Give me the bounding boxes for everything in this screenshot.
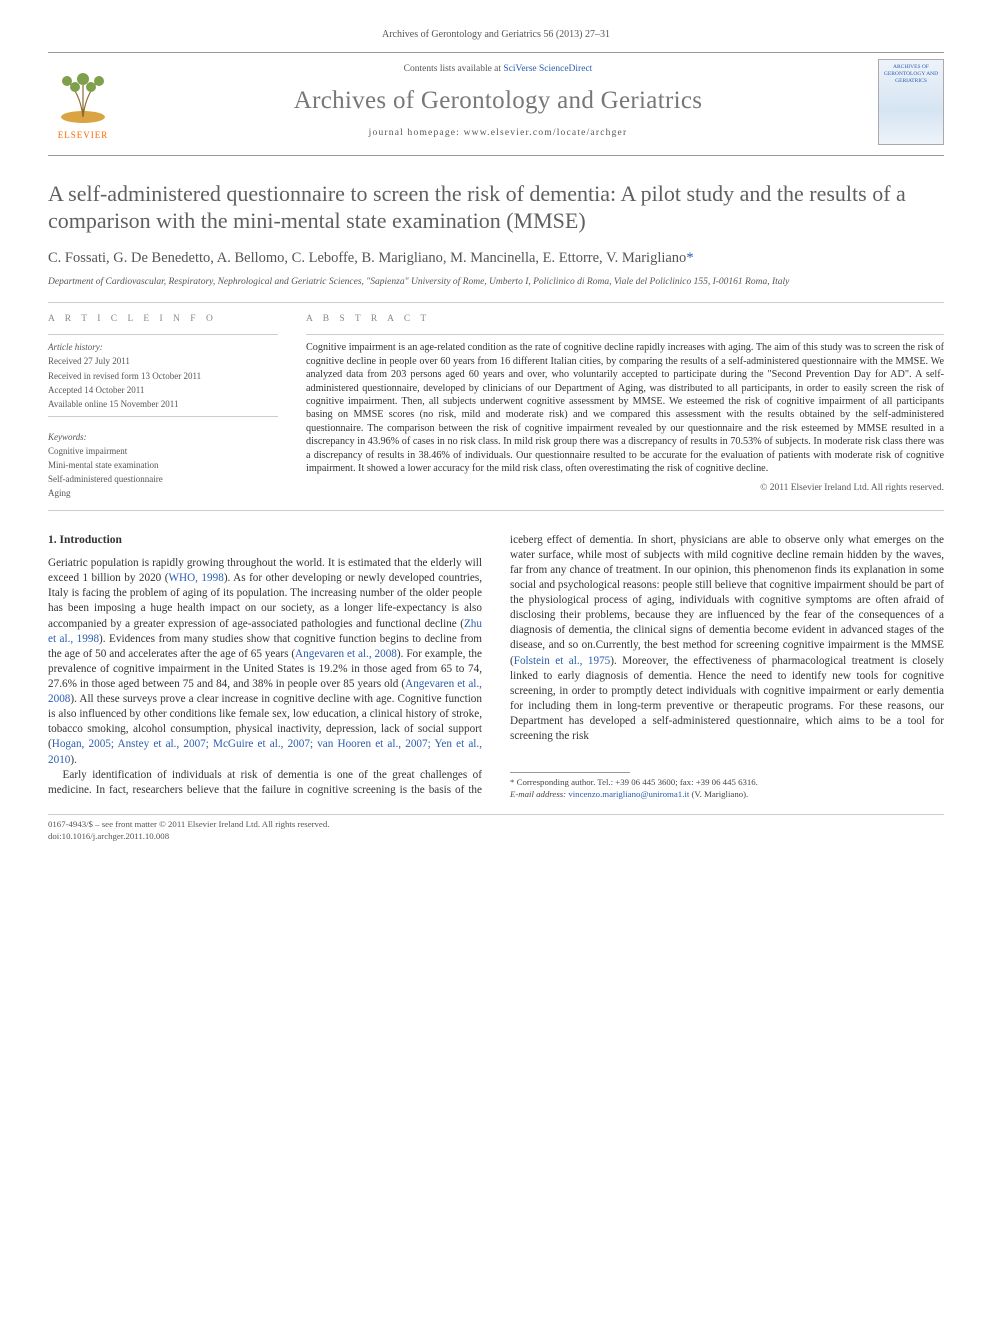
running-head: Archives of Gerontology and Geriatrics 5… bbox=[48, 28, 944, 42]
info-abstract-row: A R T I C L E I N F O Article history: R… bbox=[48, 313, 944, 501]
abstract-head: A B S T R A C T bbox=[306, 313, 944, 326]
elsevier-tree-icon bbox=[55, 73, 111, 129]
elsevier-logo: ELSEVIER bbox=[48, 62, 118, 142]
homepage-pre: journal homepage: bbox=[369, 128, 464, 138]
rule-bottom bbox=[48, 510, 944, 511]
intro-para-1: Geriatric population is rapidly growing … bbox=[48, 556, 482, 768]
history-label: Article history: bbox=[48, 341, 278, 353]
corresponding-marker: * bbox=[686, 250, 693, 266]
ref-who-1998[interactable]: WHO, 1998 bbox=[168, 572, 223, 584]
footnote-corr-line: * Corresponding author. Tel.: +39 06 445… bbox=[510, 777, 944, 788]
keyword: Cognitive impairment bbox=[48, 445, 278, 457]
body-columns: 1. Introduction Geriatric population is … bbox=[48, 533, 944, 800]
contents-list-pre: Contents lists available at bbox=[404, 64, 504, 74]
author-list: C. Fossati, G. De Benedetto, A. Bellomo,… bbox=[48, 249, 944, 269]
homepage-url[interactable]: www.elsevier.com/locate/archger bbox=[464, 128, 628, 138]
rule-top bbox=[48, 302, 944, 303]
p1f: ). bbox=[70, 754, 77, 766]
abs-rule bbox=[306, 334, 944, 335]
footer-issn: 0167-4943/$ – see front matter © 2011 El… bbox=[48, 819, 944, 831]
footnote-email-line: E-mail address: vincenzo.marigliano@unir… bbox=[510, 789, 944, 800]
footnote-email-label: E-mail address: bbox=[510, 789, 568, 799]
journal-cover-thumb: ARCHIVES OF GERONTOLOGY AND GERIATRICS bbox=[878, 59, 944, 145]
footer-rule bbox=[48, 814, 944, 815]
article-title: A self-administered questionnaire to scr… bbox=[48, 180, 944, 235]
article-info: A R T I C L E I N F O Article history: R… bbox=[48, 313, 278, 501]
copyright-line: © 2011 Elsevier Ireland Ltd. All rights … bbox=[306, 482, 944, 495]
section-head-intro: 1. Introduction bbox=[48, 533, 482, 549]
info-rule-2 bbox=[48, 416, 278, 417]
ref-angevaren-2008a[interactable]: Angevaren et al., 2008 bbox=[295, 648, 397, 660]
history-revised: Received in revised form 13 October 2011 bbox=[48, 370, 278, 382]
keyword: Aging bbox=[48, 487, 278, 499]
sciencedirect-link[interactable]: SciVerse ScienceDirect bbox=[503, 64, 592, 74]
contents-list-line: Contents lists available at SciVerse Sci… bbox=[136, 63, 860, 76]
footnote-email-tail: (V. Marigliano). bbox=[689, 789, 748, 799]
journal-homepage: journal homepage: www.elsevier.com/locat… bbox=[136, 127, 860, 140]
abstract: A B S T R A C T Cognitive impairment is … bbox=[306, 313, 944, 501]
elsevier-label: ELSEVIER bbox=[58, 129, 109, 141]
keyword: Mini-mental state examination bbox=[48, 459, 278, 471]
journal-header: ELSEVIER Contents lists available at Sci… bbox=[48, 52, 944, 156]
footnote-corresponding: * Corresponding author. Tel.: +39 06 445… bbox=[510, 777, 944, 800]
footer-block: 0167-4943/$ – see front matter © 2011 El… bbox=[48, 819, 944, 843]
ref-folstein-1975[interactable]: Folstein et al., 1975 bbox=[514, 655, 611, 667]
footnote-rule bbox=[510, 772, 630, 773]
history-online: Available online 15 November 2011 bbox=[48, 398, 278, 410]
journal-title: Archives of Gerontology and Geriatrics bbox=[136, 84, 860, 118]
keyword: Self-administered questionnaire bbox=[48, 473, 278, 485]
footer-doi: doi:10.1016/j.archger.2011.10.008 bbox=[48, 831, 944, 843]
history-accepted: Accepted 14 October 2011 bbox=[48, 384, 278, 396]
journal-center: Contents lists available at SciVerse Sci… bbox=[136, 63, 860, 140]
authors-line: C. Fossati, G. De Benedetto, A. Bellomo,… bbox=[48, 250, 686, 266]
affiliation: Department of Cardiovascular, Respirator… bbox=[48, 276, 944, 288]
keywords-label: Keywords: bbox=[48, 431, 278, 443]
cover-label: ARCHIVES OF GERONTOLOGY AND GERIATRICS bbox=[879, 64, 943, 86]
info-rule-1 bbox=[48, 334, 278, 335]
history-received: Received 27 July 2011 bbox=[48, 355, 278, 367]
p2b: ). Moreover, the effectiveness of pharma… bbox=[510, 655, 944, 743]
article-info-head: A R T I C L E I N F O bbox=[48, 313, 278, 326]
abstract-text: Cognitive impairment is an age-related c… bbox=[306, 341, 944, 476]
footnote-email-link[interactable]: vincenzo.marigliano@uniroma1.it bbox=[568, 789, 689, 799]
ref-multi-2005-2010[interactable]: Hogan, 2005; Anstey et al., 2007; McGuir… bbox=[48, 738, 482, 765]
